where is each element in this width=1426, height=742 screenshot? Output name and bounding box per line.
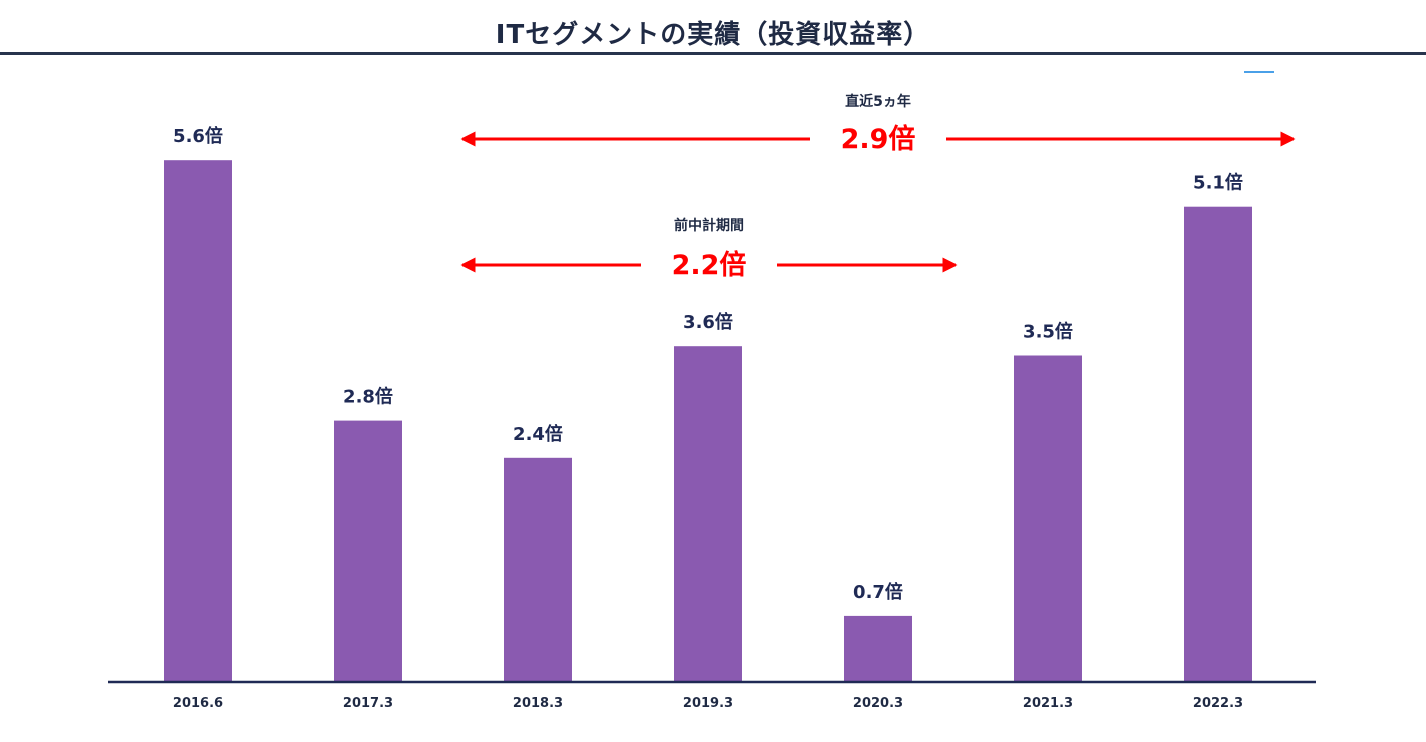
data-labels-layer: 5.6倍 2.8倍 2.4倍 3.6倍 0.7倍 3.5倍 5.1倍 [173,125,1243,603]
bar-2017.3 [334,420,402,681]
title-divider [0,52,1426,55]
data-label-2019.3: 3.6倍 [683,311,733,333]
x-tick-2018.3: 2018.3 [513,696,563,711]
data-label-2020.3: 0.7倍 [853,581,903,603]
data-label-2017.3: 2.8倍 [343,386,393,408]
bar-2018.3 [504,457,572,681]
bar-2019.3 [674,346,742,681]
bar-2022.3 [1184,206,1252,681]
x-tick-2020.3: 2020.3 [853,696,903,711]
x-tick-2017.3: 2017.3 [343,696,393,711]
data-label-2021.3: 3.5倍 [1023,321,1073,343]
span-label-1: 直近5ヵ年 [845,93,911,110]
x-tick-2019.3: 2019.3 [683,696,733,711]
x-tick-2021.3: 2021.3 [1023,696,1073,711]
data-label-2016.6: 5.6倍 [173,125,223,147]
x-tick-labels-layer: 2016.6 2017.3 2018.3 2019.3 2020.3 2021.3 2022… [173,696,1243,711]
chart-title: ITセグメントの実績（投資収益率） [495,20,931,50]
span-label-2: 前中計期間 [674,217,744,234]
span-value-2: 2.2倍 [672,249,747,281]
data-label-2022.3: 5.1倍 [1193,172,1243,194]
bar-2016.6 [164,160,232,681]
bar-2020.3 [844,615,912,681]
accent-dash [1244,71,1274,73]
span-value-1: 2.9倍 [841,123,916,155]
x-tick-2022.3: 2022.3 [1193,696,1243,711]
bar-2021.3 [1014,355,1082,681]
x-tick-2016.6: 2016.6 [173,696,223,711]
bars-layer [164,160,1252,681]
data-label-2018.3: 2.4倍 [513,423,563,445]
